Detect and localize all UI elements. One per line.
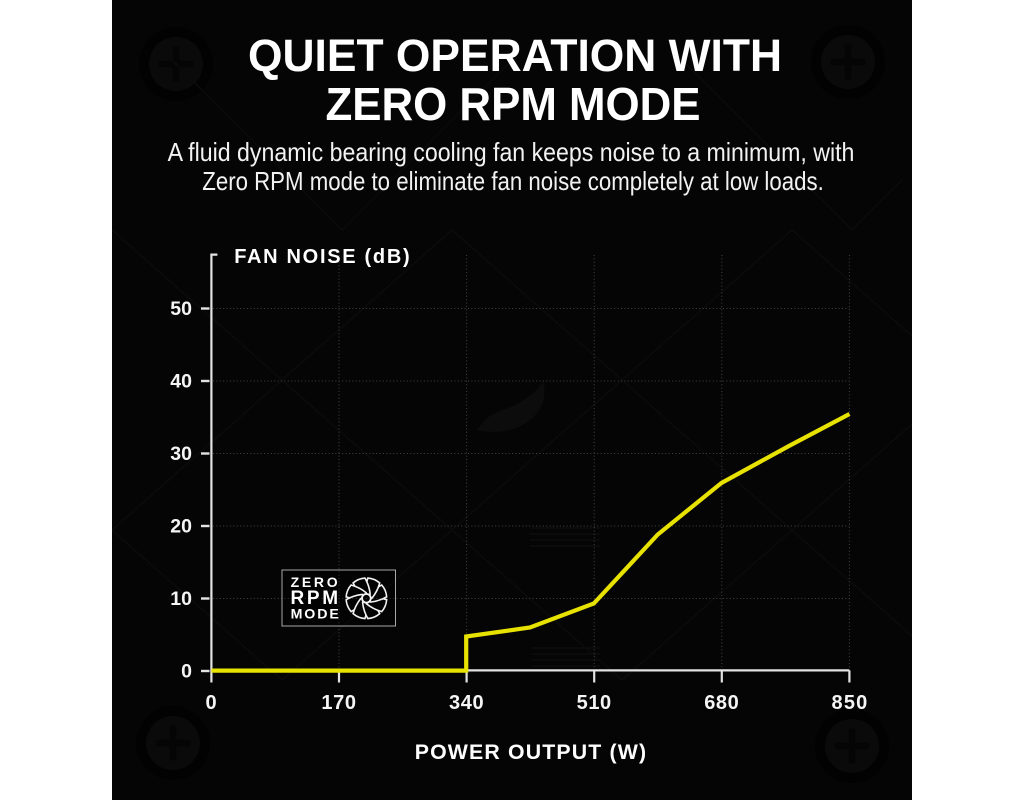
svg-text:10: 10: [170, 588, 192, 610]
svg-text:30: 30: [170, 443, 192, 465]
svg-text:680: 680: [704, 692, 739, 714]
svg-text:510: 510: [577, 692, 612, 714]
svg-text:850: 850: [832, 692, 869, 714]
svg-text:40: 40: [170, 371, 192, 393]
svg-text:RPM: RPM: [291, 588, 341, 609]
svg-text:0: 0: [181, 661, 192, 683]
svg-text:0: 0: [206, 692, 218, 714]
svg-text:FAN NOISE (dB): FAN NOISE (dB): [234, 246, 411, 268]
svg-text:170: 170: [321, 692, 356, 714]
svg-text:ZERO: ZERO: [291, 574, 341, 590]
svg-text:50: 50: [170, 298, 192, 320]
svg-text:20: 20: [170, 516, 192, 538]
svg-text:340: 340: [449, 692, 484, 714]
svg-text:MODE: MODE: [291, 606, 341, 622]
svg-text:POWER OUTPUT (W): POWER OUTPUT (W): [415, 740, 648, 764]
